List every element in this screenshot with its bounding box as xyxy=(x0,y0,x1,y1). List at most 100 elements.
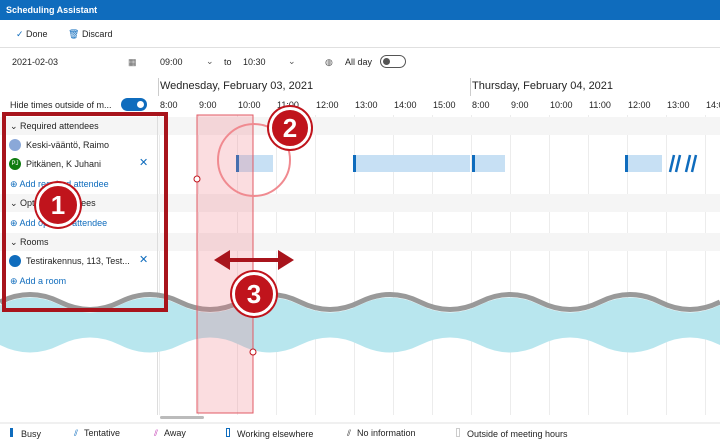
hour-line xyxy=(705,115,706,415)
required-heading[interactable]: Required attendees xyxy=(20,121,99,131)
annotation-badge: 1 xyxy=(36,183,80,227)
scrollbar[interactable] xyxy=(160,416,204,419)
highlight-box xyxy=(2,112,168,312)
highlight-circle xyxy=(217,123,291,197)
room-icon xyxy=(9,255,21,267)
add-room[interactable]: ⊕ Add a room xyxy=(10,276,67,286)
legend-item: ⫽ No information xyxy=(347,428,416,438)
time-label: 12:00 xyxy=(628,100,651,110)
all-day-label: All day xyxy=(345,57,373,67)
hour-line xyxy=(471,115,472,415)
end-dropdown[interactable]: ⌄ xyxy=(288,56,296,66)
legend-item: Working elsewhere xyxy=(226,428,313,440)
room-name: Testirakennus, 113, Test... xyxy=(26,256,130,266)
hour-line xyxy=(276,115,277,415)
time-label: 15:00 xyxy=(433,100,456,110)
busy-edge xyxy=(472,155,475,172)
tentative-block xyxy=(668,154,698,173)
time-label: 8:00 xyxy=(160,100,178,110)
busy-blocks xyxy=(236,154,698,173)
time-label: 14:00 xyxy=(394,100,417,110)
busy-block xyxy=(625,155,662,172)
busy-edge xyxy=(236,155,239,172)
day-header: Wednesday, February 03, 2021 xyxy=(160,80,314,92)
hour-line xyxy=(159,115,160,415)
time-label: 13:00 xyxy=(667,100,690,110)
hour-line xyxy=(510,115,511,415)
hour-line xyxy=(432,115,433,415)
time-label: 10:00 xyxy=(238,100,261,110)
legend-item: ⫽ Tentative xyxy=(74,428,121,438)
time-label: 11:00 xyxy=(277,100,299,110)
busy-block xyxy=(353,155,470,172)
toggle-knob xyxy=(137,101,144,108)
title-bar xyxy=(0,0,720,20)
section-heading[interactable]: ⌄ Required attendees xyxy=(10,121,99,131)
legend-label: No information xyxy=(357,428,416,438)
hour-line xyxy=(588,115,589,415)
discard-label[interactable]: Discard xyxy=(81,29,113,39)
add-room-label[interactable]: Add a room xyxy=(19,276,67,286)
busy-block xyxy=(472,155,505,172)
time-label: 11:00 xyxy=(589,100,611,110)
day-divider xyxy=(470,78,471,96)
timezone-icon[interactable]: ◍ xyxy=(325,57,333,67)
start-dropdown[interactable]: ⌄ xyxy=(206,56,214,66)
legend-item: ⫽ Away xyxy=(154,428,186,438)
busy-edge xyxy=(353,155,356,172)
done-label[interactable]: Done xyxy=(26,29,48,39)
end-time[interactable]: 10:30 xyxy=(243,57,266,67)
date-field[interactable]: 2021-02-03 xyxy=(12,57,59,67)
hour-line xyxy=(393,115,394,415)
time-label: 9:00 xyxy=(511,100,529,110)
legend-item: Outside of meeting hours xyxy=(456,428,568,440)
hide-times-label: Hide times outside of m... xyxy=(10,100,112,110)
avatar xyxy=(9,139,21,151)
arrow-head xyxy=(214,250,294,270)
busy-edge xyxy=(625,155,628,172)
day-header: Thursday, February 04, 2021 xyxy=(472,80,614,92)
hour-line xyxy=(354,115,355,415)
section-heading[interactable]: ⌄ Rooms xyxy=(10,237,49,247)
hour-line xyxy=(237,115,238,415)
toolbar-divider xyxy=(0,47,720,48)
hour-line xyxy=(198,115,199,415)
legend-item: Busy xyxy=(10,428,41,440)
rooms-heading[interactable]: Rooms xyxy=(20,237,49,247)
all-day-toggle[interactable] xyxy=(380,55,406,68)
time-label: 14:00 xyxy=(706,100,720,110)
annotation-badge: 2 xyxy=(269,107,311,149)
start-time[interactable]: 09:00 xyxy=(160,57,183,67)
wave-band xyxy=(0,297,720,353)
hour-line xyxy=(549,115,550,415)
legend-label: Working elsewhere xyxy=(237,429,314,439)
avatar: PJ xyxy=(9,158,21,170)
resize-handle[interactable] xyxy=(193,175,201,183)
legend-label: Away xyxy=(164,428,186,438)
discard-button[interactable]: 🗑 Discard xyxy=(68,29,113,39)
busy-block xyxy=(236,155,273,172)
remove-icon[interactable]: ✕ xyxy=(139,157,149,169)
legend-label: Outside of meeting hours xyxy=(467,429,568,439)
time-label: 10:00 xyxy=(550,100,573,110)
to-label: to xyxy=(224,57,232,67)
annotation-badge: 3 xyxy=(232,272,276,316)
toggle-knob xyxy=(383,58,390,65)
time-label: 9:00 xyxy=(199,100,217,110)
time-label: 8:00 xyxy=(472,100,490,110)
section-row xyxy=(0,194,720,212)
legend-label: Tentative xyxy=(84,428,121,438)
panel-divider xyxy=(157,115,158,415)
hide-times-toggle[interactable] xyxy=(121,98,147,111)
section-row xyxy=(0,117,720,135)
time-label: 12:00 xyxy=(316,100,339,110)
remove-icon[interactable]: ✕ xyxy=(139,254,149,266)
done-button[interactable]: ✓ Done xyxy=(16,29,48,39)
day-divider xyxy=(158,78,159,96)
calendar-icon[interactable]: ▦ xyxy=(128,57,137,67)
time-label: 13:00 xyxy=(355,100,378,110)
attendee-name: Pitkänen, K Juhani xyxy=(26,159,102,169)
resize-handle[interactable] xyxy=(249,348,257,356)
